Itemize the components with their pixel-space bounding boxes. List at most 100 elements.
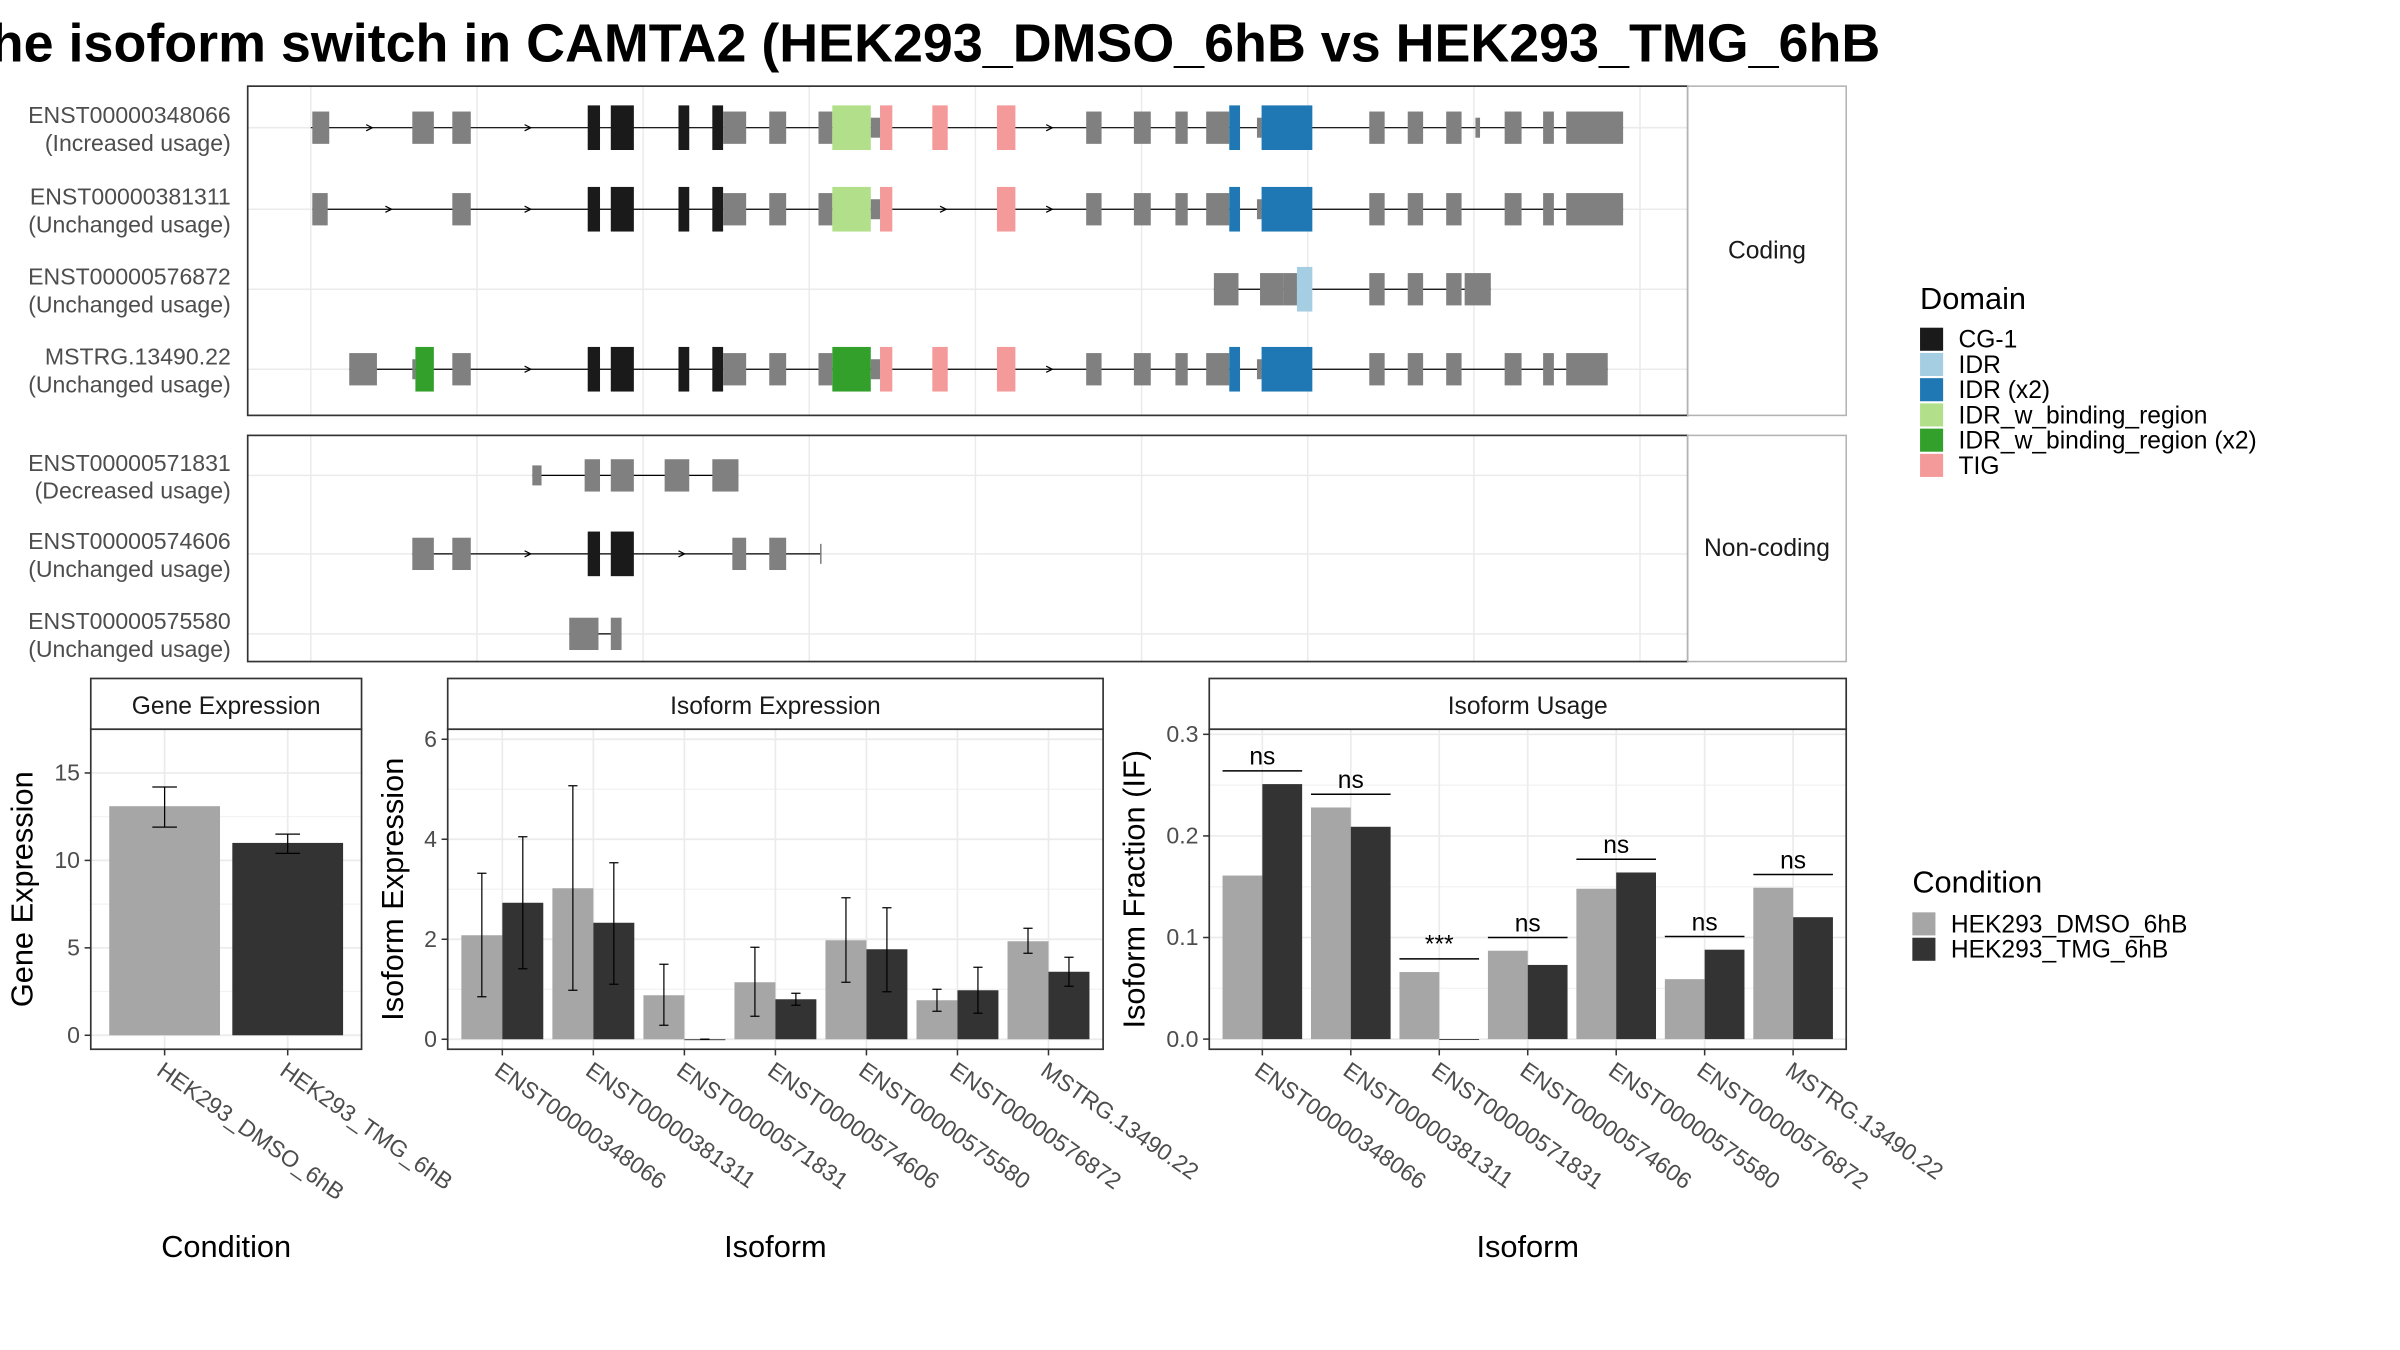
facet-strip-label: Coding [1728, 237, 1806, 264]
exon-block [452, 353, 471, 386]
exon-block [1175, 193, 1188, 226]
domain-block [587, 105, 601, 151]
legend-label: HEK293_DMSO_6hB [1951, 911, 2188, 938]
exon-block [412, 537, 434, 571]
exon-block [1206, 111, 1230, 144]
panel-title: Isoform Expression [670, 693, 881, 720]
domain-block [932, 105, 948, 151]
exon-block [1504, 353, 1522, 386]
transcript-usage: (Unchanged usage) [28, 636, 231, 662]
exon-block [818, 193, 833, 226]
transcript-row [310, 105, 1624, 151]
exon-block [723, 111, 747, 144]
significance-label: ns [1603, 832, 1629, 859]
isoform-usage-panel: Isoform Usage 0.0 0.1 0.2 0.3 ns ns *** ns ns ns ns… [1117, 677, 1948, 1264]
bar [775, 999, 817, 1040]
legend-key [1920, 378, 1944, 402]
facet-strip-label: Non-coding [1704, 535, 1830, 562]
exon-block [584, 459, 601, 492]
y-tick-label: 4 [424, 826, 437, 852]
domain-block [880, 186, 893, 232]
domain-block [1261, 346, 1313, 392]
exon-block [412, 359, 416, 380]
panel-title: Isoform Usage [1448, 693, 1608, 720]
domain-block [1261, 186, 1313, 232]
transcript-row [1213, 266, 1491, 312]
exon-block [712, 459, 739, 492]
transcript-id: ENST00000381311 [30, 184, 231, 210]
domain-block [587, 346, 601, 392]
exon-block [769, 193, 787, 226]
exon-block [1133, 111, 1151, 144]
plot-title: he isoform switch in CAMTA2 (HEK293_DMSO… [0, 14, 1880, 74]
bar [1399, 972, 1440, 1040]
exon-block [1464, 273, 1491, 306]
y-tick-label: 2 [424, 926, 437, 952]
domain-block [996, 105, 1016, 151]
x-axis-title: Isoform [724, 1229, 827, 1264]
exon-block [1566, 111, 1624, 144]
isoform-expression-panel: Isoform Expression0246ENST00000348066ENS… [375, 677, 1204, 1264]
domain-block [678, 186, 690, 232]
domain-block [587, 531, 601, 577]
domain-block [996, 186, 1016, 232]
exon-block [1543, 111, 1554, 144]
plot-border [89, 728, 363, 1051]
domain-block [610, 531, 634, 577]
exon-block [723, 353, 747, 386]
bar [1007, 941, 1049, 1040]
bar [1350, 826, 1391, 1040]
exon-block [818, 111, 833, 144]
x-tick-label: MSTRG.13490.22 [1781, 1057, 1948, 1185]
exon-block [1566, 353, 1608, 386]
transcript-structure-panel: ENST00000348066(Increased usage) ENST0000… [28, 85, 1847, 663]
exon-block [769, 537, 787, 571]
transcript-id: ENST00000576872 [28, 264, 231, 290]
significance-label: ns [1515, 910, 1541, 937]
domain-block [832, 105, 871, 151]
bar [1664, 979, 1705, 1040]
exon-block [1086, 193, 1102, 226]
exon-block [1086, 111, 1102, 144]
strand-arrow [365, 124, 374, 132]
bar [1487, 950, 1528, 1040]
plot-border [446, 728, 1104, 1051]
exon-block [312, 111, 330, 144]
exon-block [870, 117, 881, 138]
bar [1310, 807, 1351, 1040]
legend-label: IDR (x2) [1959, 377, 2051, 404]
exon-block [1133, 193, 1151, 226]
y-tick-label: 10 [54, 847, 80, 873]
legend-key [1920, 352, 1944, 377]
transcript-usage: (Unchanged usage) [28, 556, 231, 582]
exon-block [870, 359, 881, 380]
transcript-usage: (Decreased usage) [35, 477, 231, 503]
bar [1222, 875, 1263, 1040]
strand-arrow [939, 205, 948, 213]
plot-border [1208, 728, 1848, 1051]
exon-block [664, 459, 690, 492]
exon-block [1206, 353, 1230, 386]
significance-label: ns [1780, 847, 1806, 874]
domain-block [1229, 186, 1241, 232]
facet-background [247, 435, 1688, 662]
legend-key [1920, 327, 1944, 351]
panel-strip [446, 677, 1104, 731]
transcript-id: ENST00000348066 [28, 102, 231, 128]
exon-block [723, 193, 747, 226]
bar [1262, 784, 1303, 1040]
exon-block [1175, 111, 1188, 144]
legend-key [1920, 428, 1944, 452]
exon-block [349, 353, 377, 386]
domain-block [880, 346, 893, 392]
domain-block [832, 346, 871, 392]
exon-block [1256, 117, 1262, 138]
significance-label: ns [1338, 767, 1364, 794]
structure-facet-non-coding: ENST00000571831(Decreased usage) ENST0000… [28, 434, 1847, 663]
exon-block [1407, 193, 1424, 226]
domain-block [610, 186, 634, 232]
y-tick-label: 5 [67, 935, 80, 961]
y-axis-title: Isoform Fraction (IF) [1117, 750, 1152, 1029]
exon-block [1543, 193, 1554, 226]
legend-label: HEK293_TMG_6hB [1951, 937, 2168, 964]
